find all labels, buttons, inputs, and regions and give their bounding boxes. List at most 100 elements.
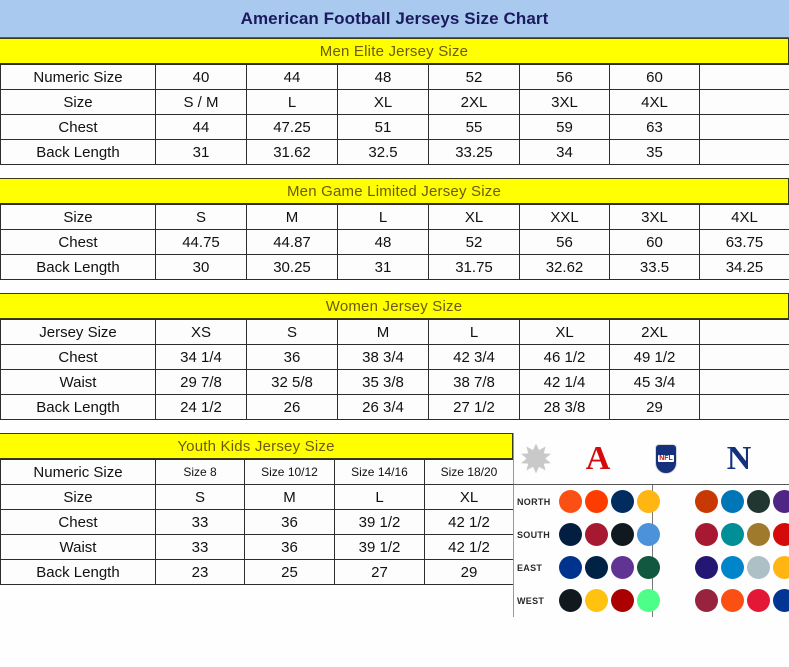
steelers-logo[interactable] [637, 490, 660, 513]
texans-logo[interactable] [585, 523, 608, 546]
row-label: Chest [0, 114, 156, 140]
table-row: Chest 33 36 39 1/2 42 1/2 [0, 509, 514, 535]
chargers-logo[interactable] [585, 589, 608, 612]
table-row: Back Length 24 1/2 26 26 3/4 27 1/2 28 3/8 29 [0, 394, 789, 420]
row-label: Numeric Size [0, 64, 156, 90]
row-label: Jersey Size [0, 319, 156, 345]
nfc-team-group [695, 556, 789, 579]
browns-logo[interactable] [585, 490, 608, 513]
afc-team-group [559, 523, 695, 546]
table-cell: 36 [246, 344, 338, 370]
nfl-teams-panel: A NFL N NORTH SOUTH EAST WEST [513, 433, 789, 617]
afc-team-group [559, 589, 695, 612]
cowboys-logo[interactable] [559, 523, 582, 546]
jets-logo[interactable] [637, 556, 660, 579]
size-table-block: Men Game Limited Jersey Size Size S M L XL XXL… [0, 165, 789, 280]
table-row: Waist 33 36 39 1/2 42 1/2 [0, 534, 514, 560]
seahawks-logo[interactable] [637, 589, 660, 612]
rams-logo[interactable] [773, 589, 789, 612]
table-cell: 2XL [609, 319, 700, 345]
division-rows: NORTH SOUTH EAST WEST [513, 485, 789, 617]
row-label: Chest [0, 229, 156, 255]
chiefs-logo[interactable] [747, 589, 770, 612]
table-cell: 23 [155, 559, 245, 585]
section-title: Men Game Limited Jersey Size [286, 182, 501, 200]
division-label: SOUTH [517, 529, 550, 540]
vikings-logo[interactable] [773, 490, 789, 513]
row-label: Back Length [0, 139, 156, 165]
table-cell: 42 1/2 [424, 509, 514, 535]
table-cell: Size 8 [155, 459, 245, 485]
redskins-logo[interactable] [773, 556, 789, 579]
division-label: NORTH [517, 496, 551, 507]
49ers-logo[interactable] [611, 589, 634, 612]
table-row: Chest 44.75 44.87 48 52 56 60 63.75 [0, 229, 789, 255]
cardinals-logo[interactable] [695, 589, 718, 612]
table-cell: 26 3/4 [337, 394, 429, 420]
table-cell: 56 [519, 229, 610, 255]
empty-cell [699, 344, 789, 370]
bills-logo[interactable] [559, 556, 582, 579]
bears-logo[interactable] [695, 490, 718, 513]
giants-logo[interactable] [611, 556, 634, 579]
panthers-logo[interactable] [721, 556, 744, 579]
table-cell: 28 3/8 [519, 394, 610, 420]
table-cell: 42 1/4 [519, 369, 610, 395]
size-table: Size S M L XL XXL 3XL 4XL Chest 44.75 44.87 48 52 56 6… [0, 204, 789, 280]
table-cell: XS [155, 319, 247, 345]
table-row: Numeric Size 40 44 48 52 56 60 [0, 64, 789, 90]
ravens-logo[interactable] [695, 556, 718, 579]
table-cell: 33.5 [609, 254, 700, 280]
table-cell: S [155, 204, 247, 230]
nfc-team-group [695, 589, 789, 612]
youth-size-table: Numeric Size Size 8 Size 10/12 Size 14/16 Si… [0, 459, 514, 585]
dolphins-logo[interactable] [721, 523, 744, 546]
table-row: Numeric Size Size 8 Size 10/12 Size 14/16 Si… [0, 459, 514, 485]
table-cell: 25 [244, 559, 335, 585]
table-row: Chest 34 1/4 36 38 3/4 42 3/4 46 1/2 49 1/2 [0, 344, 789, 370]
table-cell: 44.87 [246, 229, 338, 255]
table-cell: 34.25 [699, 254, 789, 280]
table-cell: 36 [244, 509, 335, 535]
raiders-logo[interactable] [559, 589, 582, 612]
table-cell: 31.75 [428, 254, 520, 280]
falcons-logo[interactable] [695, 523, 718, 546]
broncos-logo[interactable] [721, 589, 744, 612]
patriots-logo[interactable] [585, 556, 608, 579]
youth-section-bar: Youth Kids Jersey Size [0, 433, 513, 459]
table-cell: 39 1/2 [334, 509, 425, 535]
size-tables-container: Men Elite Jersey Size Numeric Size 40 44 48 5… [0, 38, 789, 420]
row-label: Chest [0, 344, 156, 370]
conference-divider [652, 485, 653, 617]
jaguars-logo[interactable] [747, 523, 770, 546]
youth-table-block: Youth Kids Jersey Size Numeric Size Size … [0, 433, 514, 585]
bengals-logo[interactable] [559, 490, 582, 513]
table-cell: 3XL [609, 204, 700, 230]
empty-cell [699, 394, 789, 420]
saints-logo[interactable] [611, 523, 634, 546]
table-row: Jersey Size XS S M L XL 2XL [0, 319, 789, 345]
packers-logo[interactable] [747, 490, 770, 513]
division-label: WEST [517, 595, 545, 606]
table-cell: S / M [155, 89, 247, 115]
table-cell: 27 [334, 559, 425, 585]
titans-logo[interactable] [637, 523, 660, 546]
buccaneers-logo[interactable] [773, 523, 789, 546]
table-cell: 32.5 [337, 139, 429, 165]
table-cell: 31.62 [246, 139, 338, 165]
nfl-shield-icon: NFL [637, 443, 695, 474]
table-cell: XL [428, 204, 520, 230]
table-cell: 30.25 [246, 254, 338, 280]
eagles-logo[interactable] [747, 556, 770, 579]
section-bar: Men Game Limited Jersey Size [0, 178, 789, 204]
nfc-conference-logo: N [726, 439, 752, 477]
row-label: Waist [0, 534, 156, 560]
afc-team-group [559, 556, 695, 579]
table-cell: L [428, 319, 520, 345]
section-gap [0, 280, 789, 293]
colts-logo[interactable] [611, 490, 634, 513]
lions-logo[interactable] [721, 490, 744, 513]
section-bar: Women Jersey Size [0, 293, 789, 319]
table-cell: 33.25 [428, 139, 520, 165]
